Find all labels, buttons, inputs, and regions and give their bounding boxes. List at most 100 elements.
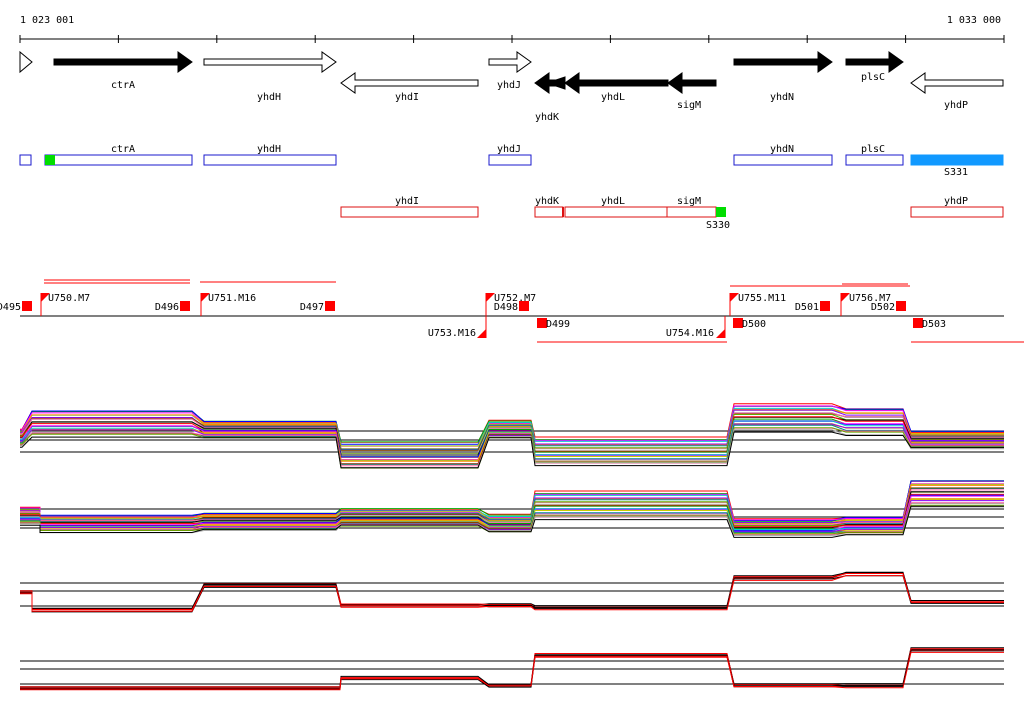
gene-arrow[interactable]	[203, 51, 337, 73]
gene-arrow[interactable]	[564, 72, 669, 94]
expression-profile	[20, 648, 1004, 688]
reverse-transcript-label: yhdI	[395, 196, 419, 207]
green-segment	[716, 207, 726, 217]
marker-box[interactable]	[733, 318, 743, 328]
expression-profile	[20, 648, 1004, 688]
gene-arrow[interactable]	[845, 51, 904, 73]
marker-box[interactable]	[537, 318, 547, 328]
expression-panel-multi-condition-lower	[20, 480, 1004, 538]
marker-flag[interactable]	[486, 293, 495, 302]
expression-profile	[20, 420, 1004, 460]
marker-box[interactable]	[325, 301, 335, 311]
forward-transcript-label: yhdN	[770, 144, 794, 155]
marker-label: D502	[871, 302, 895, 313]
marker-label: D496	[155, 302, 179, 313]
gene-label: yhdJ	[497, 80, 521, 91]
expression-profile	[20, 405, 1004, 443]
forward-transcript[interactable]	[845, 154, 904, 166]
reverse-transcript-label: yhdK	[535, 196, 559, 207]
reverse-transcript-label: yhdL	[601, 196, 625, 207]
expression-profile	[20, 484, 1004, 523]
marker-box[interactable]	[22, 301, 32, 311]
marker-box[interactable]	[820, 301, 830, 311]
reverse-transcript[interactable]	[666, 206, 717, 218]
expression-profile	[20, 489, 1004, 525]
start-coordinate: 1 023 001	[20, 15, 74, 26]
expression-profile	[20, 412, 1004, 454]
expression-profile	[20, 409, 1004, 450]
gene-label: yhdN	[770, 92, 794, 103]
marker-label: U751.M16	[208, 293, 256, 304]
expression-profile	[20, 575, 1004, 612]
expression-profile	[20, 431, 1004, 469]
gene-label: plsC	[861, 72, 885, 83]
marker-flag[interactable]	[41, 293, 50, 302]
marker-box[interactable]	[896, 301, 906, 311]
marker-box[interactable]	[519, 301, 529, 311]
expression-profile	[20, 488, 1004, 526]
marker-label: D503	[922, 319, 946, 330]
gene-arrow[interactable]	[19, 50, 33, 74]
reverse-transcript-label: yhdP	[944, 196, 968, 207]
marker-label: U750.M7	[48, 293, 90, 304]
forward-transcript-label: plsC	[861, 144, 885, 155]
forward-transcript[interactable]	[19, 154, 32, 166]
gene-label: yhdK	[535, 112, 559, 123]
reverse-transcript[interactable]	[534, 206, 564, 218]
expression-profile	[20, 405, 1004, 447]
marker-box[interactable]	[180, 301, 190, 311]
forward-transcript[interactable]	[203, 154, 337, 166]
forward-transcript-track: ctrA yhdH yhdJ yhdN plsC S331	[19, 144, 1004, 178]
expression-profile	[20, 647, 1004, 688]
marker-label: D499	[546, 319, 570, 330]
marker-label: U752.M7	[494, 293, 536, 304]
expression-panel-multi-condition-upper	[20, 403, 1004, 469]
expression-profile	[20, 494, 1004, 531]
expression-profile	[20, 480, 1004, 520]
end-coordinate: 1 033 000	[947, 15, 1001, 26]
forward-transcript[interactable]	[910, 154, 1004, 166]
gene-arrow[interactable]	[488, 51, 532, 73]
reverse-transcript[interactable]	[340, 206, 479, 218]
gene-label: ctrA	[111, 80, 135, 91]
gene-arrow[interactable]	[733, 51, 833, 73]
gene-arrow[interactable]	[340, 72, 479, 94]
marker-label: U755.M11	[738, 293, 786, 304]
marker-flag[interactable]	[201, 293, 210, 302]
reverse-transcript-label: S330	[706, 220, 730, 231]
gene-arrow[interactable]	[53, 51, 193, 73]
marker-flag[interactable]	[730, 293, 739, 302]
ruler-ticks	[19, 35, 1005, 43]
reverse-transcript[interactable]	[910, 206, 1004, 218]
marker-flag[interactable]	[477, 329, 486, 338]
marker-label: D497	[300, 302, 324, 313]
gene-track: ctrA yhdH yhdI yhdJ yhdK yhdL sigM yhdN plsC yhdP	[19, 50, 1004, 123]
gene-arrow[interactable]	[910, 72, 1004, 94]
marker-label: U756.M7	[849, 293, 891, 304]
reverse-transcript-track: yhdI yhdK yhdL sigM S330 yhdP	[340, 196, 1004, 231]
marker-label: D495	[0, 302, 21, 313]
gene-label: sigM	[677, 100, 701, 111]
forward-transcript[interactable]	[44, 154, 193, 166]
reverse-transcript[interactable]	[564, 206, 668, 218]
forward-transcript[interactable]	[733, 154, 833, 166]
expression-profile	[20, 499, 1004, 533]
gene-arrowhead	[545, 76, 566, 90]
marker-label: D501	[795, 302, 819, 313]
forward-transcript-label: yhdJ	[497, 144, 521, 155]
marker-box[interactable]	[913, 318, 923, 328]
forward-transcript[interactable]	[488, 154, 532, 166]
green-segment	[45, 155, 55, 165]
expression-profile	[20, 651, 1004, 691]
gene-arrow[interactable]	[667, 72, 717, 94]
marker-label: D500	[742, 319, 766, 330]
expression-profile	[20, 483, 1004, 521]
marker-label: U754.M16	[666, 328, 714, 339]
gene-label: yhdL	[601, 92, 625, 103]
coordinate-ruler: 1 023 001 1 033 000	[19, 15, 1005, 43]
forward-transcript-label: ctrA	[111, 144, 135, 155]
marker-flag[interactable]	[841, 293, 850, 302]
marker-label: U753.M16	[428, 328, 476, 339]
marker-flag[interactable]	[716, 329, 725, 338]
